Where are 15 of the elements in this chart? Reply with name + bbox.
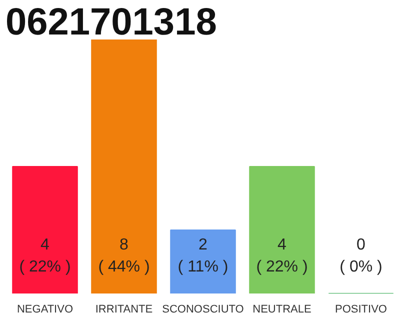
- bar: [12, 166, 78, 294]
- x-tick-label: POSITIVO: [335, 304, 388, 316]
- bar: [170, 230, 236, 294]
- bar: [249, 166, 315, 294]
- data-label: 0 ( 0% ): [340, 236, 382, 276]
- x-tick-label: IRRITANTE: [95, 304, 153, 316]
- chart-title: 0621701318: [6, 2, 217, 44]
- data-label: 8 ( 44% ): [98, 236, 150, 276]
- x-tick-label: NEGATIVO: [16, 304, 74, 316]
- data-label: 2 ( 11% ): [178, 236, 228, 276]
- x-tick-label: SCONOSCIUTO: [162, 304, 244, 316]
- bar: [91, 40, 157, 294]
- data-label: 4 ( 22% ): [256, 236, 308, 276]
- data-label: 4 ( 22% ): [19, 236, 71, 276]
- x-tick-label: NEUTRALE: [252, 304, 312, 316]
